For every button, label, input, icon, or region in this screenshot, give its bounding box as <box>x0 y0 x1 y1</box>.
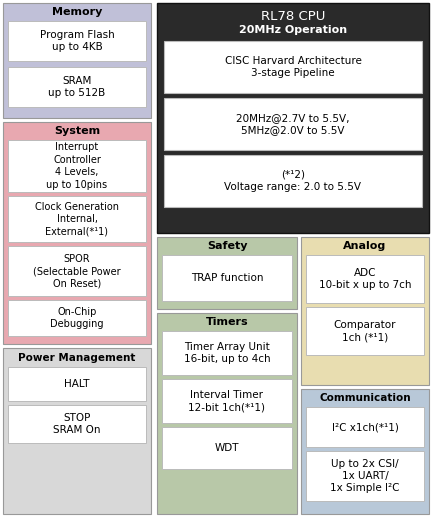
Bar <box>3 348 151 514</box>
Text: HALT: HALT <box>64 379 90 389</box>
Bar <box>157 3 429 233</box>
Text: TRAP function: TRAP function <box>191 273 263 283</box>
Text: WDT: WDT <box>215 443 239 453</box>
Bar <box>8 140 146 192</box>
Bar <box>157 237 297 309</box>
Bar <box>162 331 292 375</box>
Bar <box>164 155 422 207</box>
Text: I²C x1ch(*¹1): I²C x1ch(*¹1) <box>332 422 398 432</box>
Text: Interval Timer
12-bit 1ch(*¹1): Interval Timer 12-bit 1ch(*¹1) <box>188 390 266 412</box>
Text: Communication: Communication <box>319 393 411 403</box>
Text: Interrupt
Controller
4 Levels,
up to 10pins: Interrupt Controller 4 Levels, up to 10p… <box>46 142 108 190</box>
Bar <box>306 255 424 303</box>
Text: SPOR
(Selectable Power
On Reset): SPOR (Selectable Power On Reset) <box>33 254 121 288</box>
Text: ADC
10-bit x up to 7ch: ADC 10-bit x up to 7ch <box>319 268 411 290</box>
Text: Power Management: Power Management <box>18 353 136 363</box>
Text: 20MHz Operation: 20MHz Operation <box>239 25 347 35</box>
Text: Comparator
1ch (*¹1): Comparator 1ch (*¹1) <box>334 320 396 342</box>
Bar <box>164 41 422 93</box>
Bar <box>157 313 297 514</box>
Bar <box>8 21 146 61</box>
Bar <box>301 389 429 514</box>
Bar <box>8 196 146 242</box>
Text: Clock Generation
Internal,
External(*¹1): Clock Generation Internal, External(*¹1) <box>35 202 119 236</box>
Text: CISC Harvard Architecture
3-stage Pipeline: CISC Harvard Architecture 3-stage Pipeli… <box>225 56 362 78</box>
Text: Up to 2x CSI/
1x UART/
1x Simple I²C: Up to 2x CSI/ 1x UART/ 1x Simple I²C <box>330 459 400 493</box>
Text: Memory: Memory <box>52 7 102 17</box>
Bar <box>162 379 292 423</box>
Bar <box>301 237 429 385</box>
Text: RL78 CPU: RL78 CPU <box>261 9 325 23</box>
Bar <box>162 427 292 469</box>
Bar <box>8 246 146 296</box>
Bar <box>306 451 424 501</box>
Bar <box>8 405 146 443</box>
Text: Program Flash
up to 4KB: Program Flash up to 4KB <box>40 30 114 52</box>
Bar <box>8 67 146 107</box>
Text: Safety: Safety <box>207 241 247 251</box>
Text: Timer Array Unit
16-bit, up to 4ch: Timer Array Unit 16-bit, up to 4ch <box>184 342 270 364</box>
Bar <box>8 300 146 336</box>
Text: 20MHz@2.7V to 5.5V,
5MHz@2.0V to 5.5V: 20MHz@2.7V to 5.5V, 5MHz@2.0V to 5.5V <box>236 113 350 135</box>
Text: STOP
SRAM On: STOP SRAM On <box>53 413 101 435</box>
Bar <box>3 122 151 344</box>
Bar <box>3 3 151 118</box>
Text: (*¹2)
Voltage range: 2.0 to 5.5V: (*¹2) Voltage range: 2.0 to 5.5V <box>225 170 362 192</box>
Text: Analog: Analog <box>343 241 387 251</box>
Bar <box>306 407 424 447</box>
Text: On-Chip
Debugging: On-Chip Debugging <box>50 307 104 329</box>
Bar <box>164 98 422 150</box>
Text: System: System <box>54 126 100 136</box>
Bar <box>306 307 424 355</box>
Bar <box>8 367 146 401</box>
Bar <box>162 255 292 301</box>
Text: Timers: Timers <box>206 317 248 327</box>
Text: SRAM
up to 512B: SRAM up to 512B <box>48 76 106 98</box>
